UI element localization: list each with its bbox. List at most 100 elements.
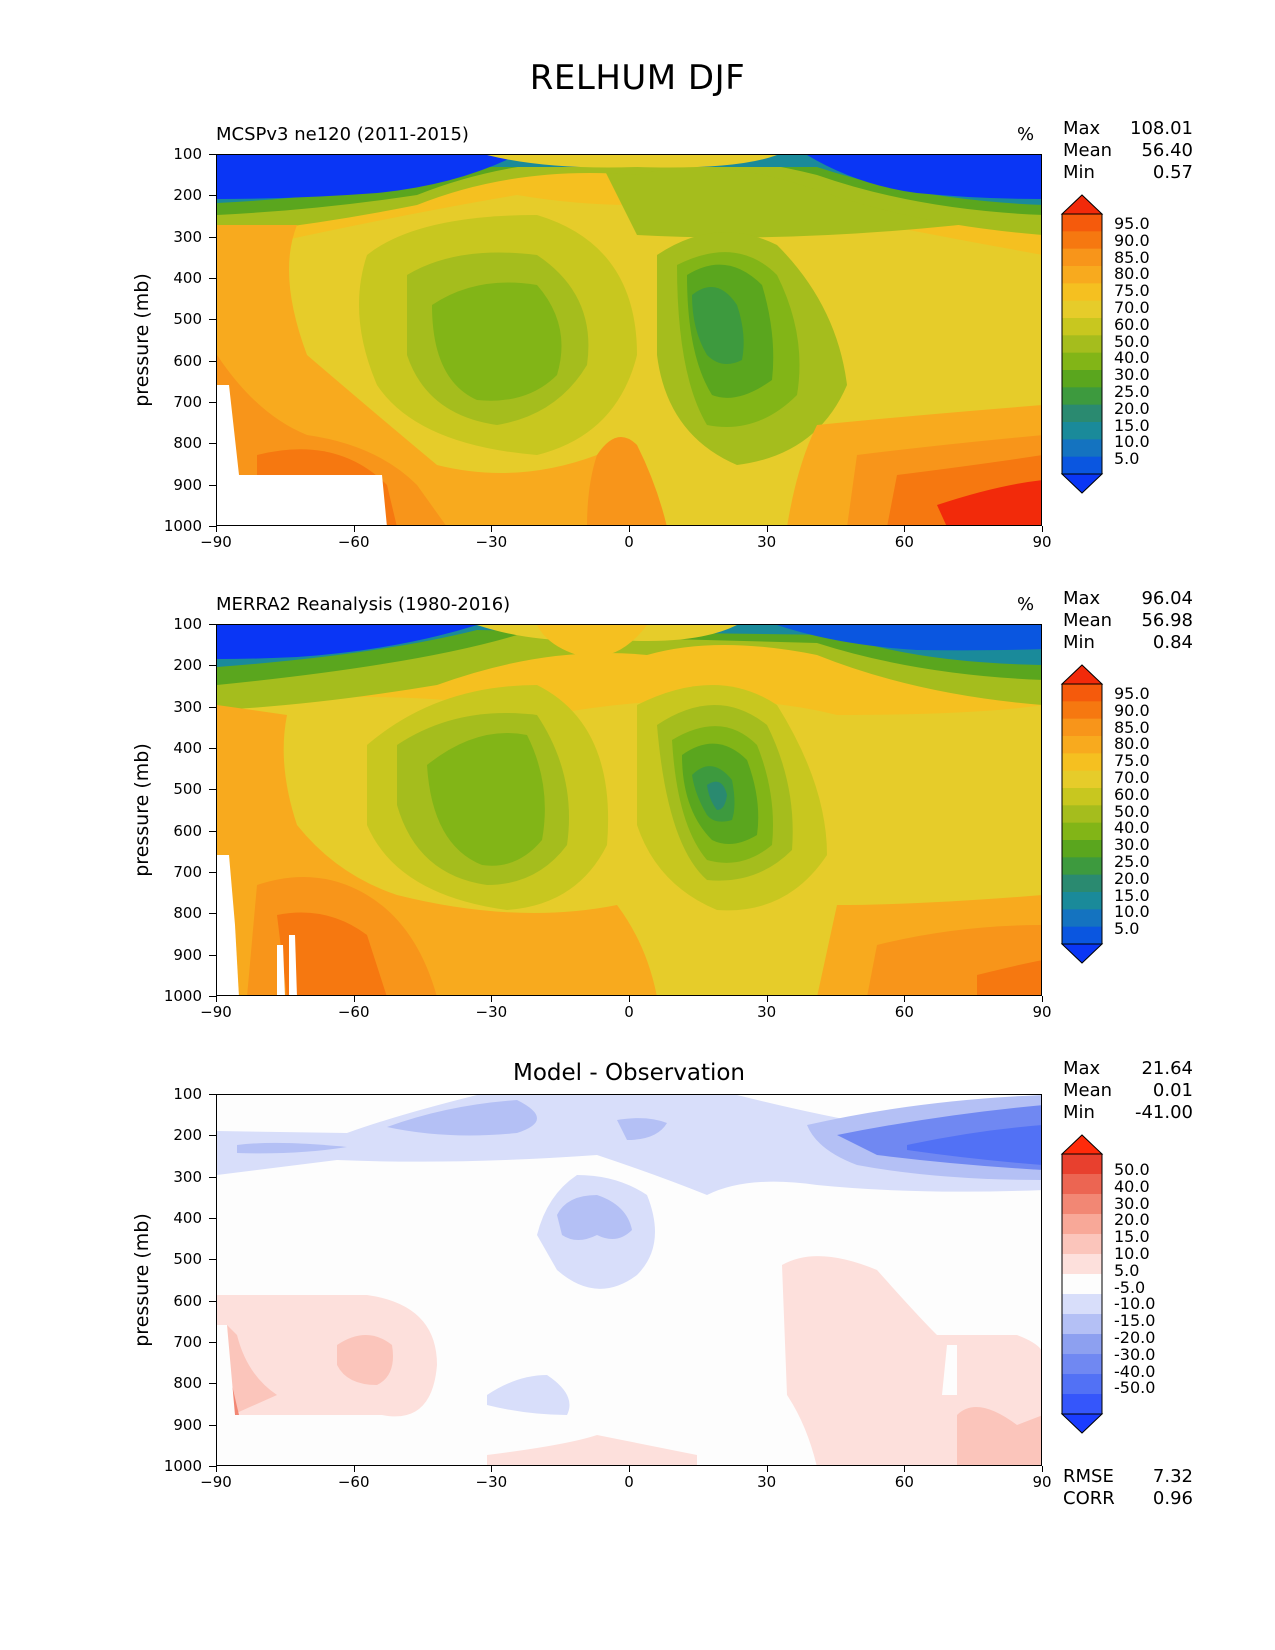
colorbar-tick-label: 40.0 — [1114, 818, 1150, 838]
y-tick-label: 600 — [173, 351, 202, 370]
contour-plot-model — [216, 154, 1042, 526]
colorbar-tick-label: -15.0 — [1114, 1311, 1156, 1331]
colorbar-tick-label: 70.0 — [1114, 297, 1150, 317]
colorbar-tick-label: 10.0 — [1114, 432, 1150, 452]
y-tick-label: 800 — [173, 904, 202, 923]
colorbar-segment — [1062, 387, 1102, 406]
x-tick-label: 30 — [757, 533, 777, 551]
figure-title: RELHUM DJF — [529, 58, 746, 98]
x-tick-mark — [904, 526, 906, 532]
colorbar-segment — [1062, 1214, 1102, 1235]
y-tick-mark — [209, 1218, 216, 1219]
colorbar-tick-label: 15.0 — [1114, 1227, 1150, 1247]
colorbar-tick-label: 20.0 — [1114, 868, 1150, 888]
y-tick-label: 900 — [173, 1415, 202, 1434]
y-tick-mark — [209, 996, 216, 997]
colorbar-segment — [1062, 283, 1102, 302]
y-tick-mark — [209, 443, 216, 445]
colorbar-tick-label: 15.0 — [1114, 885, 1150, 905]
y-tick-label: 400 — [173, 739, 202, 757]
y-tick-mark — [209, 954, 216, 956]
stats-box: Max 96.04 Mean 56.98 Min 0.84 — [1063, 588, 1193, 653]
colorbar-tick-label: 85.0 — [1114, 247, 1150, 267]
colorbar — [1060, 194, 1104, 498]
colorbar-tick-label: 75.0 — [1114, 751, 1150, 771]
y-tick-mark — [209, 872, 216, 873]
y-tick-label: 1000 — [163, 1457, 202, 1475]
colorbar-segment — [1062, 892, 1102, 910]
stats-box: Max 108.01 Mean 56.40 Min 0.57 — [1063, 118, 1193, 183]
colorbar-tick-label: -20.0 — [1114, 1327, 1156, 1347]
colorbar — [1060, 1134, 1104, 1438]
y-tick-mark — [209, 1383, 216, 1385]
colorbar-extend-bottom — [1060, 1413, 1104, 1434]
x-tick-mark — [766, 996, 768, 1002]
colorbar-extend-bottom — [1060, 473, 1104, 494]
y-tick-label: 300 — [173, 1167, 202, 1186]
y-tick-label: 900 — [173, 475, 202, 494]
y-tick-mark — [209, 1424, 216, 1426]
colorbar-segment — [1062, 352, 1102, 371]
y-axis-label: pressure (mb) — [131, 743, 153, 877]
x-tick-mark — [491, 526, 493, 532]
y-axis-label: pressure (mb) — [131, 1213, 153, 1347]
x-tick-label: 30 — [757, 1473, 777, 1491]
y-tick-label: 500 — [173, 310, 202, 329]
y-tick-mark — [209, 1094, 216, 1095]
colorbar-segment — [1062, 370, 1102, 388]
colorbar-tick-label: 20.0 — [1114, 398, 1150, 418]
colorbar-tick-label: 10.0 — [1114, 1243, 1150, 1263]
y-tick-mark — [209, 360, 216, 362]
colorbar-tick-label: 90.0 — [1114, 700, 1150, 720]
y-tick-mark — [209, 830, 216, 832]
colorbar-tick-label: 80.0 — [1114, 264, 1150, 284]
y-tick-label: 200 — [173, 656, 202, 675]
y-tick-mark — [209, 526, 216, 527]
colorbar-segment — [1062, 1374, 1102, 1395]
colorbar-segment — [1062, 805, 1102, 824]
colorbar-segment — [1062, 1354, 1102, 1375]
colorbar-frame — [1061, 213, 1103, 475]
x-tick-mark — [904, 1466, 906, 1472]
x-tick-label: −30 — [475, 1003, 508, 1021]
colorbar-extend-top — [1060, 664, 1104, 685]
colorbar-tick-label: 30.0 — [1114, 835, 1150, 855]
x-tick-mark — [766, 526, 768, 532]
y-tick-mark — [209, 706, 216, 708]
x-tick-mark — [629, 1466, 630, 1472]
y-tick-label: 200 — [173, 186, 202, 205]
colorbar-tick-label: -10.0 — [1114, 1294, 1156, 1314]
colorbar-tick-label: 5.0 — [1114, 449, 1140, 469]
y-tick-mark — [209, 402, 216, 403]
colorbar-segment — [1062, 1254, 1102, 1275]
colorbar-extend-top — [1060, 1134, 1104, 1155]
colorbar-segment — [1062, 1274, 1102, 1295]
y-tick-label: 800 — [173, 1374, 202, 1393]
colorbar-segment — [1062, 1194, 1102, 1215]
colorbar-segment — [1062, 1334, 1102, 1355]
units-label: % — [1017, 594, 1035, 615]
colorbar-segment — [1062, 1314, 1102, 1335]
x-tick-mark — [1042, 996, 1043, 1002]
y-tick-mark — [209, 484, 216, 486]
colorbar-labels: 95.0 90.0 85.0 80.0 75.0 70.0 60.0 50.0 40.0 30.0… — [1114, 685, 1150, 938]
colorbar-segment — [1062, 788, 1102, 806]
x-tick-label: 60 — [894, 1473, 914, 1491]
x-tick-label: −60 — [337, 533, 370, 551]
y-tick-mark — [209, 154, 216, 155]
panel-title: Model - Observation — [512, 1060, 746, 1086]
y-tick-mark — [209, 748, 216, 749]
y-tick-label: 700 — [173, 393, 202, 411]
x-tick-label: −60 — [337, 1473, 370, 1491]
stats-box: Max 21.64 Mean 0.01 Min -41.00 — [1063, 1058, 1193, 1123]
colorbar-tick-label: 40.0 — [1114, 1176, 1150, 1196]
x-tick-label: 0 — [624, 1003, 634, 1021]
colorbar-extend-top — [1060, 194, 1104, 215]
colorbar-segment — [1062, 1154, 1102, 1175]
colorbar-tick-label: 90.0 — [1114, 230, 1150, 250]
colorbar-tick-label: -50.0 — [1114, 1378, 1156, 1398]
colorbar-segment — [1062, 736, 1102, 754]
y-axis-label: pressure (mb) — [131, 273, 153, 407]
x-tick-label: −90 — [200, 1003, 232, 1021]
y-tick-label: 700 — [173, 863, 202, 881]
